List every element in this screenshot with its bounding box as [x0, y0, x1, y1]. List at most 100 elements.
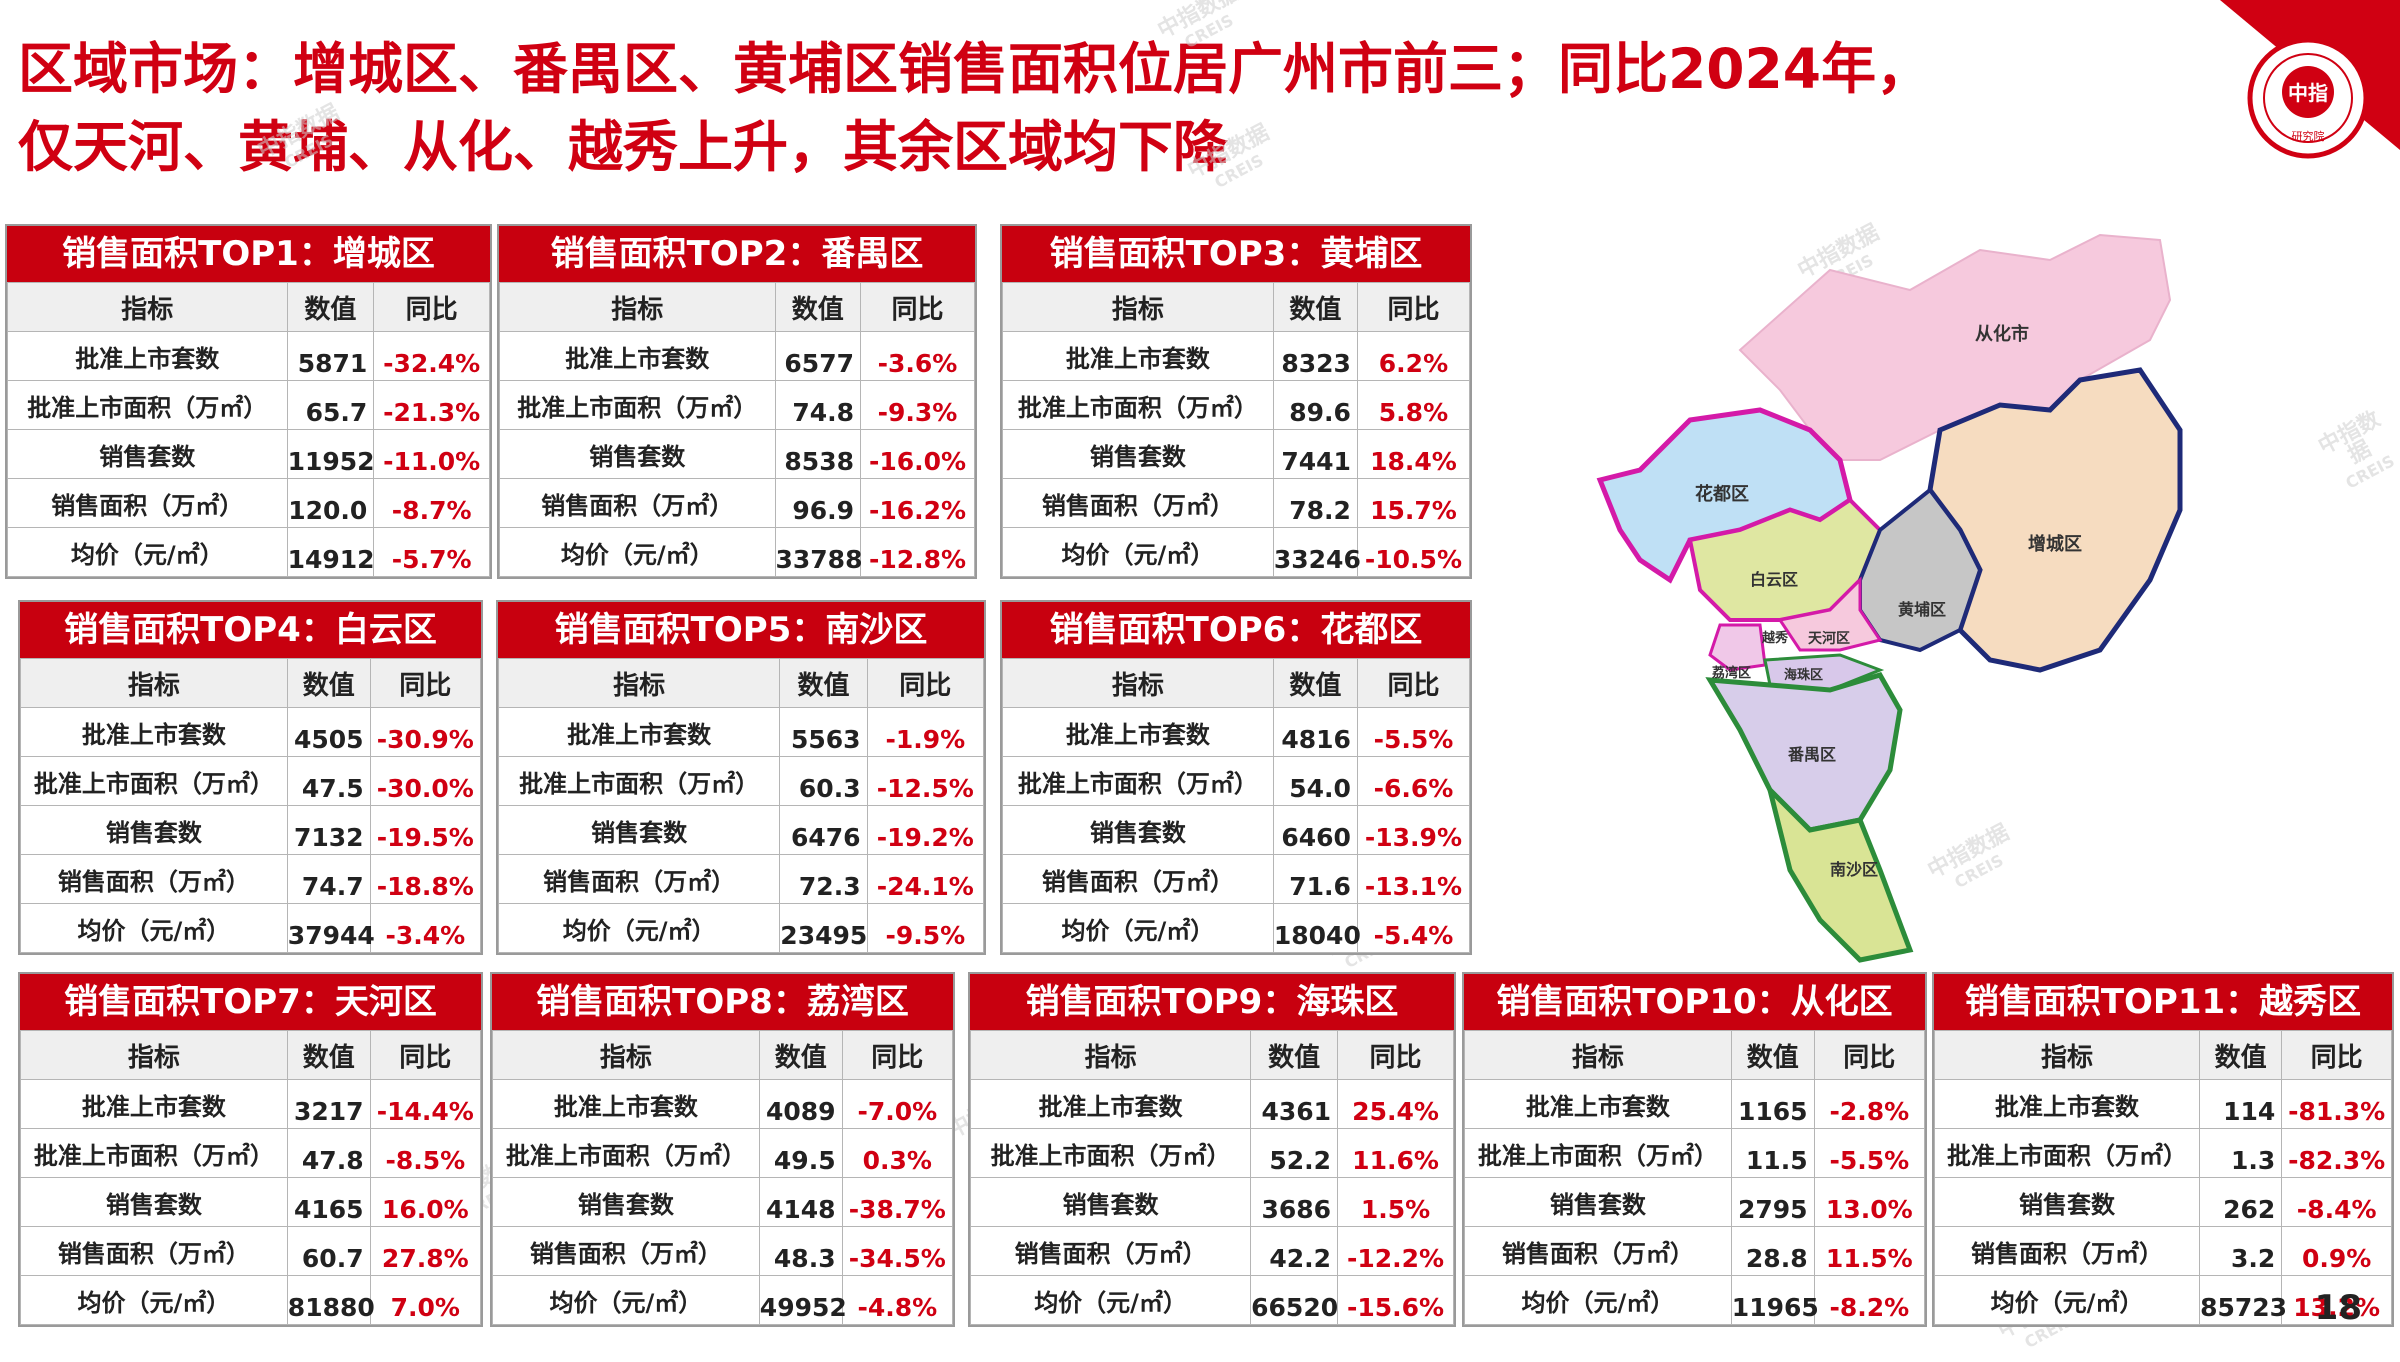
table-row: 批准上市面积（万㎡） 11.5 -5.5%: [1464, 1128, 1926, 1178]
row-label: 批准上市套数: [1464, 1079, 1732, 1129]
row-value: 4148: [758, 1177, 843, 1227]
row-label: 销售面积（万㎡）: [1002, 478, 1274, 528]
header-value: 数值: [779, 658, 868, 708]
row-yoy: -24.1%: [866, 854, 985, 904]
row-yoy: -5.5%: [1356, 707, 1471, 757]
row-value: 66520: [1250, 1275, 1338, 1325]
table-header-row: 指标 数值 同比: [20, 658, 482, 708]
row-label: 销售套数: [497, 805, 781, 855]
header-indicator: 指标: [20, 1030, 288, 1080]
row-value: 2795: [1730, 1177, 1815, 1227]
row-label: 销售套数: [969, 1177, 1252, 1227]
panel-top10: 销售面积TOP10：从化区 指标 数值 同比 批准上市套数 1165 -2.8% 批准上市面积…: [1462, 972, 1927, 1327]
table-row: 销售面积（万㎡） 74.7 -18.8%: [20, 854, 482, 904]
row-yoy: -15.6%: [1337, 1275, 1454, 1325]
map-label-liwan: 荔湾区: [1711, 665, 1751, 681]
row-label: 销售套数: [499, 429, 776, 479]
table-row: 批准上市套数 4089 -7.0%: [492, 1079, 954, 1129]
row-yoy: -5.7%: [373, 527, 490, 577]
row-value: 11.5: [1730, 1128, 1815, 1178]
row-label: 销售面积（万㎡）: [497, 854, 781, 904]
table-row: 批准上市套数 114 -81.3%: [1933, 1079, 2392, 1129]
map-label-panyu: 番禺区: [1787, 745, 1836, 764]
header-value: 数值: [286, 658, 371, 708]
row-yoy: -34.5%: [841, 1226, 954, 1276]
table-row: 销售套数 262 -8.4%: [1933, 1177, 2392, 1227]
header-yoy: 同比: [1356, 282, 1471, 332]
metrics-table: 指标 数值 同比 批准上市套数 5871 -32.4% 批准上市面积（万㎡） 65.7 -21.…: [7, 282, 490, 577]
row-label: 批准上市面积（万㎡）: [492, 1128, 760, 1178]
row-label: 销售面积（万㎡）: [499, 478, 776, 528]
row-yoy: -5.4%: [1356, 903, 1471, 953]
row-yoy: -10.5%: [1356, 527, 1471, 577]
panel-top5: 销售面积TOP5：南沙区 指标 数值 同比 批准上市套数 5563 -1.9% 批准上市面积（…: [496, 600, 986, 955]
row-label: 销售套数: [20, 1177, 288, 1227]
panel-top6: 销售面积TOP6：花都区 指标 数值 同比 批准上市套数 4816 -5.5% 批准上市面积（…: [1000, 600, 1472, 955]
row-value: 5563: [779, 707, 868, 757]
table-row: 销售面积（万㎡） 120.0 -8.7%: [7, 478, 490, 528]
row-yoy: 0.3%: [841, 1128, 954, 1178]
row-yoy: -1.9%: [866, 707, 985, 757]
row-yoy: -30.9%: [369, 707, 482, 757]
header-indicator: 指标: [20, 658, 288, 708]
metrics-table: 指标 数值 同比 批准上市套数 114 -81.3% 批准上市面积（万㎡） 1.3 -82.3%…: [1933, 1030, 2392, 1325]
table-row: 批准上市面积（万㎡） 65.7 -21.3%: [7, 380, 490, 430]
row-yoy: 7.0%: [369, 1275, 482, 1325]
row-label: 销售套数: [1002, 429, 1274, 479]
table-row: 销售套数 7441 18.4%: [1002, 429, 1471, 479]
title-line-1: 区域市场：增城区、番禺区、黄埔区销售面积位居广州市前三；同比2024年，: [18, 37, 1932, 101]
table-row: 销售套数 4165 16.0%: [20, 1177, 482, 1227]
metrics-table: 指标 数值 同比 批准上市套数 4816 -5.5% 批准上市面积（万㎡） 54.0 -6.6%…: [1002, 658, 1471, 953]
table-row: 批准上市套数 6577 -3.6%: [499, 331, 975, 381]
row-value: 11952: [286, 429, 375, 479]
row-yoy: -16.0%: [860, 429, 975, 479]
header-value: 数值: [758, 1030, 843, 1080]
map-label-tianhe: 天河区: [1808, 630, 1850, 647]
table-row: 均价（元/㎡） 49952 -4.8%: [492, 1275, 954, 1325]
map-label-nansha: 南沙区: [1830, 860, 1878, 879]
table-row: 销售面积（万㎡） 48.3 -34.5%: [492, 1226, 954, 1276]
row-label: 均价（元/㎡）: [20, 1275, 288, 1325]
row-value: 74.8: [774, 380, 861, 430]
header-value: 数值: [286, 1030, 371, 1080]
table-row: 均价（元/㎡） 85723 13.2%: [1933, 1275, 2392, 1325]
row-value: 81880: [286, 1275, 375, 1325]
row-value: 33246: [1272, 527, 1361, 577]
row-value: 3686: [1250, 1177, 1339, 1227]
table-header-row: 指标 数值 同比: [1464, 1030, 1926, 1080]
row-label: 批准上市套数: [20, 707, 288, 757]
header-yoy: 同比: [369, 658, 482, 708]
table-row: 批准上市套数 8323 6.2%: [1002, 331, 1471, 381]
panel-top11: 销售面积TOP11：越秀区 指标 数值 同比 批准上市套数 114 -81.3% 批准上市面积…: [1932, 972, 2394, 1327]
row-label: 销售面积（万㎡）: [7, 478, 288, 528]
row-yoy: -38.7%: [841, 1177, 954, 1227]
row-label: 销售面积（万㎡）: [969, 1226, 1252, 1276]
table-row: 销售套数 2795 13.0%: [1464, 1177, 1926, 1227]
row-value: 11965: [1730, 1275, 1819, 1325]
table-row: 均价（元/㎡） 14912 -5.7%: [7, 527, 490, 577]
row-label: 批准上市套数: [497, 707, 781, 757]
row-value: 96.9: [774, 478, 861, 528]
row-value: 262: [2199, 1177, 2283, 1227]
header-value: 数值: [1730, 1030, 1815, 1080]
table-row: 批准上市面积（万㎡） 54.0 -6.6%: [1002, 756, 1471, 806]
row-value: 4816: [1272, 707, 1358, 757]
row-yoy: -2.8%: [1813, 1079, 1926, 1129]
row-label: 销售套数: [20, 805, 288, 855]
header-indicator: 指标: [1002, 658, 1274, 708]
header-yoy: 同比: [1813, 1030, 1926, 1080]
table-row: 批准上市面积（万㎡） 47.8 -8.5%: [20, 1128, 482, 1178]
map-label-conghua: 从化市: [1975, 323, 2029, 345]
row-label: 批准上市套数: [969, 1079, 1252, 1129]
panel-title: 销售面积TOP8：荔湾区: [492, 974, 953, 1030]
row-label: 批准上市套数: [492, 1079, 760, 1129]
metrics-table: 指标 数值 同比 批准上市套数 6577 -3.6% 批准上市面积（万㎡） 74.8 -9.3%…: [499, 282, 975, 577]
row-yoy: -13.9%: [1356, 805, 1471, 855]
row-yoy: 11.5%: [1813, 1226, 1926, 1276]
header-yoy: 同比: [369, 1030, 482, 1080]
row-label: 批准上市面积（万㎡）: [1933, 1128, 2201, 1178]
row-label: 批准上市套数: [7, 331, 288, 381]
row-value: 6476: [779, 805, 868, 855]
table-row: 销售面积（万㎡） 42.2 -12.2%: [969, 1226, 1454, 1276]
table-row: 均价（元/㎡） 33246 -10.5%: [1002, 527, 1471, 577]
